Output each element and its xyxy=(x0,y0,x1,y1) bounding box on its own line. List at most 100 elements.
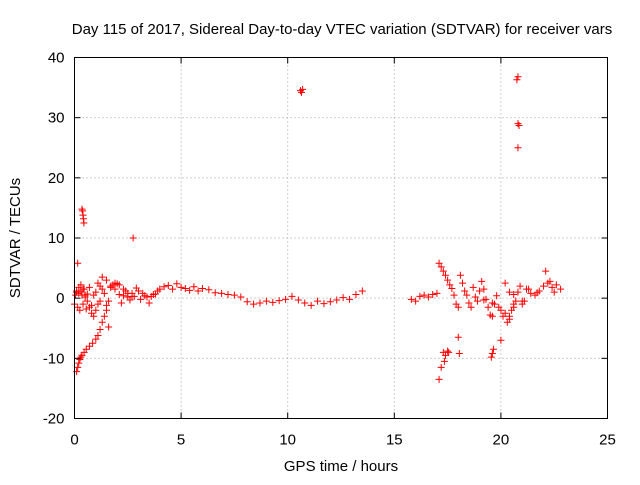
data-point xyxy=(510,303,518,311)
data-point xyxy=(512,297,520,305)
data-point xyxy=(514,288,522,296)
data-point xyxy=(98,318,106,326)
data-point xyxy=(446,281,454,289)
data-point xyxy=(256,299,264,307)
data-point xyxy=(478,277,486,285)
x-tick-label: 15 xyxy=(386,432,403,449)
data-point xyxy=(437,263,445,271)
data-point xyxy=(520,297,528,305)
data-point xyxy=(454,333,462,341)
data-point xyxy=(164,282,172,290)
y-tick-label: 10 xyxy=(48,230,65,247)
y-tick-label: 30 xyxy=(48,110,65,127)
y-tick-label: -20 xyxy=(43,411,65,428)
data-point xyxy=(198,285,206,293)
data-point xyxy=(484,303,492,311)
data-point xyxy=(111,279,119,287)
data-point xyxy=(96,325,104,333)
x-tick-label: 25 xyxy=(599,432,616,449)
data-point xyxy=(533,289,541,297)
data-point xyxy=(488,312,496,320)
data-point xyxy=(190,283,198,291)
data-point xyxy=(194,287,202,295)
x-tick-label: 0 xyxy=(70,432,78,449)
data-point xyxy=(439,267,447,275)
x-tick-label: 5 xyxy=(177,432,185,449)
data-point xyxy=(465,299,473,307)
data-point xyxy=(473,297,481,305)
data-point xyxy=(497,336,505,344)
data-point xyxy=(160,283,168,291)
data-point xyxy=(92,288,100,296)
data-point xyxy=(307,301,315,309)
data-point xyxy=(90,312,98,320)
data-point xyxy=(124,289,132,297)
data-point xyxy=(557,285,565,293)
data-point xyxy=(169,285,177,293)
x-tick-label: 10 xyxy=(279,432,296,449)
data-point xyxy=(299,85,307,93)
data-point xyxy=(81,291,89,299)
data-point xyxy=(129,234,137,242)
data-point xyxy=(514,73,522,81)
data-point xyxy=(448,285,456,293)
data-point xyxy=(333,296,341,304)
y-axis-label: SDTVAR / TECUs xyxy=(7,178,24,298)
data-point xyxy=(480,285,488,293)
data-point xyxy=(444,276,452,284)
data-point xyxy=(111,285,119,293)
data-point xyxy=(96,282,104,290)
data-point xyxy=(85,283,93,291)
data-point xyxy=(102,306,110,314)
data-point xyxy=(94,300,102,308)
plot-frame xyxy=(74,57,608,419)
data-point xyxy=(156,285,164,293)
data-point xyxy=(224,291,232,299)
data-points xyxy=(71,73,565,383)
data-point xyxy=(467,303,475,311)
data-point xyxy=(177,283,185,291)
data-point xyxy=(505,288,513,296)
data-point xyxy=(437,363,445,371)
data-point xyxy=(237,293,245,301)
data-point xyxy=(78,205,86,213)
data-point xyxy=(105,297,113,305)
data-point xyxy=(515,121,523,129)
data-point xyxy=(211,289,219,297)
data-point xyxy=(501,279,509,287)
data-point xyxy=(459,279,467,287)
data-point xyxy=(320,300,328,308)
data-point xyxy=(552,281,560,289)
data-point xyxy=(105,323,113,331)
grid xyxy=(74,57,608,419)
data-point xyxy=(100,289,108,297)
data-point xyxy=(435,259,443,267)
data-point xyxy=(301,299,309,307)
data-point xyxy=(501,309,509,317)
data-point xyxy=(85,342,93,350)
data-point xyxy=(126,296,134,304)
data-point xyxy=(94,331,102,339)
data-point xyxy=(120,285,128,293)
y-tick-label: -10 xyxy=(43,350,65,367)
data-point xyxy=(454,303,462,311)
data-point xyxy=(450,291,458,299)
data-point xyxy=(282,295,290,303)
data-point xyxy=(346,295,354,303)
data-point xyxy=(407,295,415,303)
data-point xyxy=(82,305,90,313)
data-point xyxy=(145,299,153,307)
data-point xyxy=(480,296,488,304)
data-point xyxy=(488,299,496,307)
data-point xyxy=(243,298,251,306)
data-point xyxy=(455,350,463,358)
data-point xyxy=(269,298,277,306)
x-axis-label: GPS time / hours xyxy=(284,458,398,475)
data-point xyxy=(79,300,87,308)
data-point xyxy=(412,297,420,305)
data-point xyxy=(461,287,469,295)
data-point xyxy=(456,271,464,279)
data-point xyxy=(314,297,322,305)
